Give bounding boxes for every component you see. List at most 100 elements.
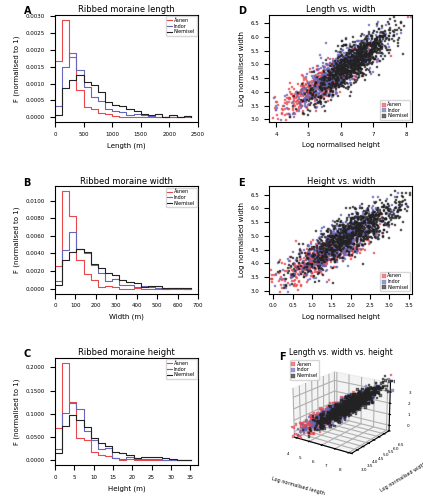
Indor bbox=[349, 220, 355, 228]
Niemisel bbox=[329, 236, 336, 244]
Indor bbox=[340, 65, 347, 73]
Niemisel bbox=[353, 218, 360, 226]
Niemisel bbox=[333, 76, 340, 84]
Indor bbox=[367, 31, 374, 39]
Åsnen bbox=[325, 82, 332, 90]
Åsnen bbox=[315, 247, 322, 255]
Niemisel bbox=[319, 237, 325, 245]
Niemisel bbox=[370, 39, 377, 47]
Niemisel bbox=[330, 246, 336, 254]
Indor bbox=[339, 240, 346, 248]
Niemisel bbox=[347, 62, 354, 70]
Indor bbox=[345, 230, 352, 238]
Niemisel bbox=[378, 52, 385, 60]
Niemisel bbox=[309, 68, 316, 76]
Åsnen bbox=[357, 246, 364, 254]
Niemisel bbox=[354, 238, 360, 246]
Niemisel bbox=[383, 34, 390, 42]
Niemisel bbox=[345, 236, 352, 244]
Indor bbox=[355, 224, 362, 232]
Åsnen bbox=[330, 58, 336, 66]
Niemisel bbox=[376, 206, 383, 214]
Niemisel bbox=[355, 222, 362, 230]
Åsnen bbox=[294, 264, 300, 272]
Niemisel bbox=[352, 63, 358, 71]
Åsnen bbox=[300, 80, 307, 88]
Indor bbox=[346, 52, 352, 60]
Niemisel bbox=[379, 229, 386, 237]
Indor bbox=[320, 249, 327, 257]
Åsnen bbox=[297, 265, 304, 273]
Niemisel bbox=[354, 232, 361, 239]
Niemisel bbox=[340, 64, 347, 72]
Indor bbox=[330, 246, 337, 254]
Niemisel bbox=[331, 254, 338, 262]
Indor bbox=[330, 244, 337, 252]
Niemisel bbox=[367, 48, 374, 56]
Niemisel bbox=[338, 247, 344, 255]
Niemisel bbox=[331, 247, 338, 255]
Indor bbox=[102, 446, 107, 452]
Niemisel bbox=[361, 234, 368, 241]
Indor bbox=[341, 78, 348, 86]
Niemisel bbox=[321, 80, 328, 88]
Niemisel bbox=[368, 212, 375, 220]
Niemisel bbox=[371, 226, 378, 234]
Indor bbox=[342, 53, 349, 61]
Niemisel bbox=[382, 32, 388, 40]
Åsnen bbox=[342, 52, 349, 60]
Indor bbox=[360, 221, 367, 229]
Niemisel bbox=[336, 232, 343, 240]
Niemisel bbox=[318, 93, 325, 101]
Åsnen bbox=[288, 274, 295, 281]
Indor bbox=[340, 226, 346, 234]
Indor bbox=[302, 84, 308, 92]
Åsnen bbox=[332, 250, 338, 258]
Niemisel bbox=[313, 79, 319, 87]
Åsnen bbox=[52, 58, 58, 64]
Niemisel bbox=[357, 52, 363, 60]
Niemisel bbox=[348, 220, 355, 228]
Åsnen bbox=[279, 110, 286, 118]
Indor bbox=[335, 51, 342, 59]
Åsnen bbox=[291, 271, 298, 279]
Niemisel bbox=[381, 30, 388, 38]
Åsnen bbox=[323, 254, 330, 262]
Indor bbox=[311, 66, 318, 74]
Niemisel bbox=[365, 50, 372, 58]
Niemisel bbox=[314, 236, 321, 244]
Niemisel bbox=[359, 236, 366, 244]
Niemisel bbox=[319, 76, 326, 84]
Niemisel bbox=[343, 74, 350, 82]
Niemisel bbox=[375, 222, 382, 230]
Åsnen bbox=[102, 111, 107, 117]
Niemisel bbox=[322, 84, 329, 92]
Indor bbox=[291, 270, 297, 278]
Indor bbox=[337, 250, 344, 258]
Niemisel bbox=[346, 57, 352, 65]
Indor bbox=[344, 245, 351, 253]
Niemisel bbox=[320, 80, 327, 88]
Indor bbox=[312, 262, 319, 270]
Indor bbox=[339, 36, 346, 44]
Niemisel bbox=[373, 63, 380, 71]
Indor bbox=[335, 242, 342, 250]
Indor bbox=[336, 234, 343, 242]
Niemisel bbox=[338, 64, 344, 72]
Åsnen bbox=[321, 74, 327, 82]
Åsnen bbox=[290, 120, 297, 128]
Åsnen bbox=[350, 224, 357, 232]
Niemisel bbox=[337, 70, 344, 78]
Niemisel bbox=[374, 39, 381, 47]
Niemisel bbox=[297, 262, 304, 270]
Niemisel bbox=[357, 232, 363, 240]
Åsnen bbox=[315, 80, 321, 88]
Indor bbox=[323, 80, 330, 88]
Åsnen bbox=[291, 282, 298, 290]
Indor bbox=[313, 104, 319, 112]
Niemisel bbox=[369, 226, 376, 234]
Niemisel bbox=[138, 284, 143, 290]
Indor bbox=[370, 54, 376, 62]
Indor bbox=[348, 232, 354, 240]
Indor bbox=[370, 47, 377, 55]
